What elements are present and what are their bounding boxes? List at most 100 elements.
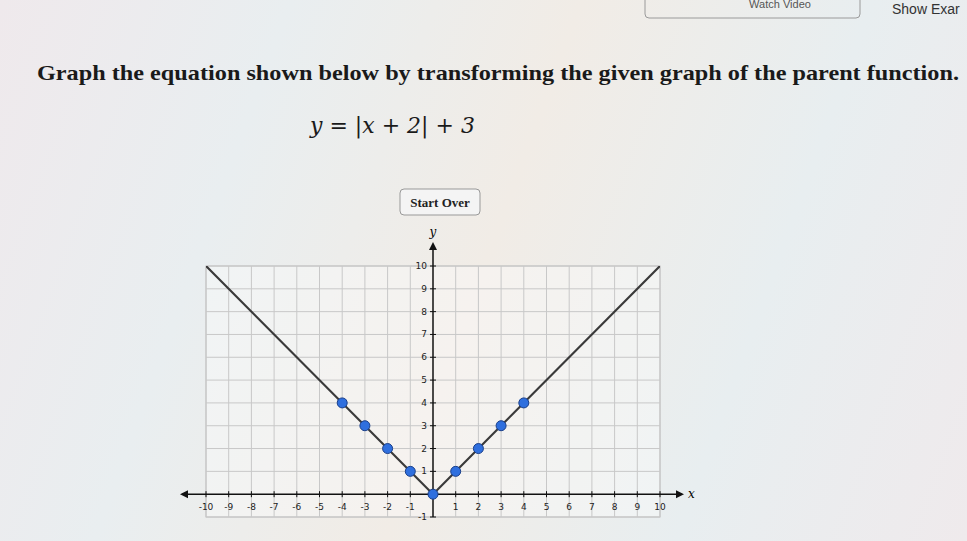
- x-grid-line: [591, 266, 592, 517]
- x-tick-label: -9: [224, 502, 233, 512]
- x-axis-arrow: [180, 490, 188, 498]
- x-grid-line: [319, 266, 320, 517]
- x-tick-label: 8: [612, 502, 618, 512]
- y-tick: [430, 288, 436, 289]
- y-grid-line: [206, 380, 660, 381]
- x-tick-label: -1: [406, 502, 415, 512]
- x-grid-line: [274, 266, 275, 517]
- y-tick-label: 3: [421, 421, 427, 431]
- x-tick-label: -10: [199, 502, 214, 512]
- point[interactable]: [428, 489, 438, 499]
- point[interactable]: [337, 398, 347, 408]
- y-grid-line: [206, 357, 660, 358]
- x-grid-line: [637, 266, 638, 517]
- point[interactable]: [360, 421, 370, 431]
- button-label[interactable]: Start Over: [410, 195, 470, 210]
- y-tick: [430, 471, 436, 472]
- y-tick-label: 9: [421, 284, 427, 294]
- x-tick: [614, 491, 615, 497]
- point[interactable]: [383, 444, 393, 454]
- x-tick: [523, 491, 524, 497]
- x-tick: [637, 491, 638, 497]
- x-tick-label: 2: [476, 502, 482, 512]
- point[interactable]: [496, 421, 506, 431]
- y-tick: [430, 402, 436, 403]
- show-example-link[interactable]: Show Exar: [892, 1, 960, 17]
- x-grid-line: [523, 266, 524, 517]
- x-tick-label: 4: [521, 502, 527, 512]
- equation: y = |x + 2| + 3: [309, 113, 475, 139]
- y-axis-arrow: [429, 242, 437, 250]
- x-tick-label: 10: [654, 502, 666, 512]
- x-tick: [228, 491, 229, 497]
- x-tick-label: -5: [315, 502, 324, 512]
- y-grid-line: [206, 402, 660, 403]
- y-tick-label: 1: [421, 466, 427, 476]
- x-tick-label: -2: [383, 502, 392, 512]
- x-tick-label: -8: [247, 502, 256, 512]
- x-grid-line: [660, 266, 661, 517]
- y-axis-label: y: [429, 225, 437, 239]
- y-tick-label: 2: [421, 444, 427, 454]
- point[interactable]: [519, 398, 529, 408]
- y-tick-label: 6: [421, 352, 427, 362]
- x-axis-arrow: [676, 490, 684, 498]
- point[interactable]: [473, 444, 483, 454]
- y-tick: [430, 266, 436, 267]
- y-grid-line: [206, 471, 660, 472]
- x-tick: [251, 491, 252, 497]
- graph-line: [206, 266, 660, 494]
- start-over-button[interactable]: Start Over: [400, 189, 480, 215]
- x-tick-label: -6: [292, 502, 301, 512]
- x-tick: [501, 491, 502, 497]
- point[interactable]: [405, 466, 415, 476]
- x-grid-line: [478, 266, 479, 517]
- y-grid-line: [206, 517, 660, 518]
- y-tick-label: 10: [416, 261, 428, 271]
- x-tick: [591, 491, 592, 497]
- y-tick-label: 7: [421, 329, 427, 339]
- x-tick-label: -4: [338, 502, 347, 512]
- x-tick: [342, 491, 343, 497]
- y-grid-line: [206, 425, 660, 426]
- y-grid-line: [206, 266, 660, 267]
- x-tick-label: 1: [453, 502, 459, 512]
- page: Watch Video Show Exar Graph the equation s…: [0, 0, 967, 541]
- x-tick-label: 7: [589, 502, 595, 512]
- y-tick: [430, 425, 436, 426]
- x-tick: [364, 491, 365, 497]
- x-grid-line: [206, 266, 207, 517]
- x-tick: [410, 491, 411, 497]
- chart: xy-10-9-8-7-6-5-4-3-2-112345678910-11234…: [180, 225, 695, 522]
- x-grid-line: [296, 266, 297, 517]
- x-grid-line: [251, 266, 252, 517]
- x-tick: [206, 491, 207, 497]
- button-box: [400, 189, 480, 215]
- x-tick: [319, 491, 320, 497]
- marks: [206, 266, 660, 499]
- x-tick: [296, 491, 297, 497]
- x-grid-line: [364, 266, 365, 517]
- x-tick-label: 3: [498, 502, 504, 512]
- instruction: Graph the equation shown below by transf…: [37, 61, 959, 85]
- y-tick: [430, 311, 436, 312]
- x-tick: [569, 491, 570, 497]
- x-tick: [660, 491, 661, 497]
- x-grid-line: [614, 266, 615, 517]
- y-tick-label: 8: [421, 307, 427, 317]
- x-grid-line: [342, 266, 343, 517]
- x-tick: [274, 491, 275, 497]
- y-tick: [430, 334, 436, 335]
- watch-video-link[interactable]: Watch Video: [749, 0, 811, 10]
- x-tick: [546, 491, 547, 497]
- x-grid-line: [455, 266, 456, 517]
- y-tick-label: 5: [421, 375, 427, 385]
- y-tick: [430, 448, 436, 449]
- x-tick: [455, 491, 456, 497]
- x-tick-label: 9: [634, 502, 640, 512]
- point[interactable]: [451, 466, 461, 476]
- x-grid-line: [228, 266, 229, 517]
- x-grid-line: [410, 266, 411, 517]
- x-tick-label: 6: [566, 502, 572, 512]
- x-axis-label: x: [688, 487, 695, 501]
